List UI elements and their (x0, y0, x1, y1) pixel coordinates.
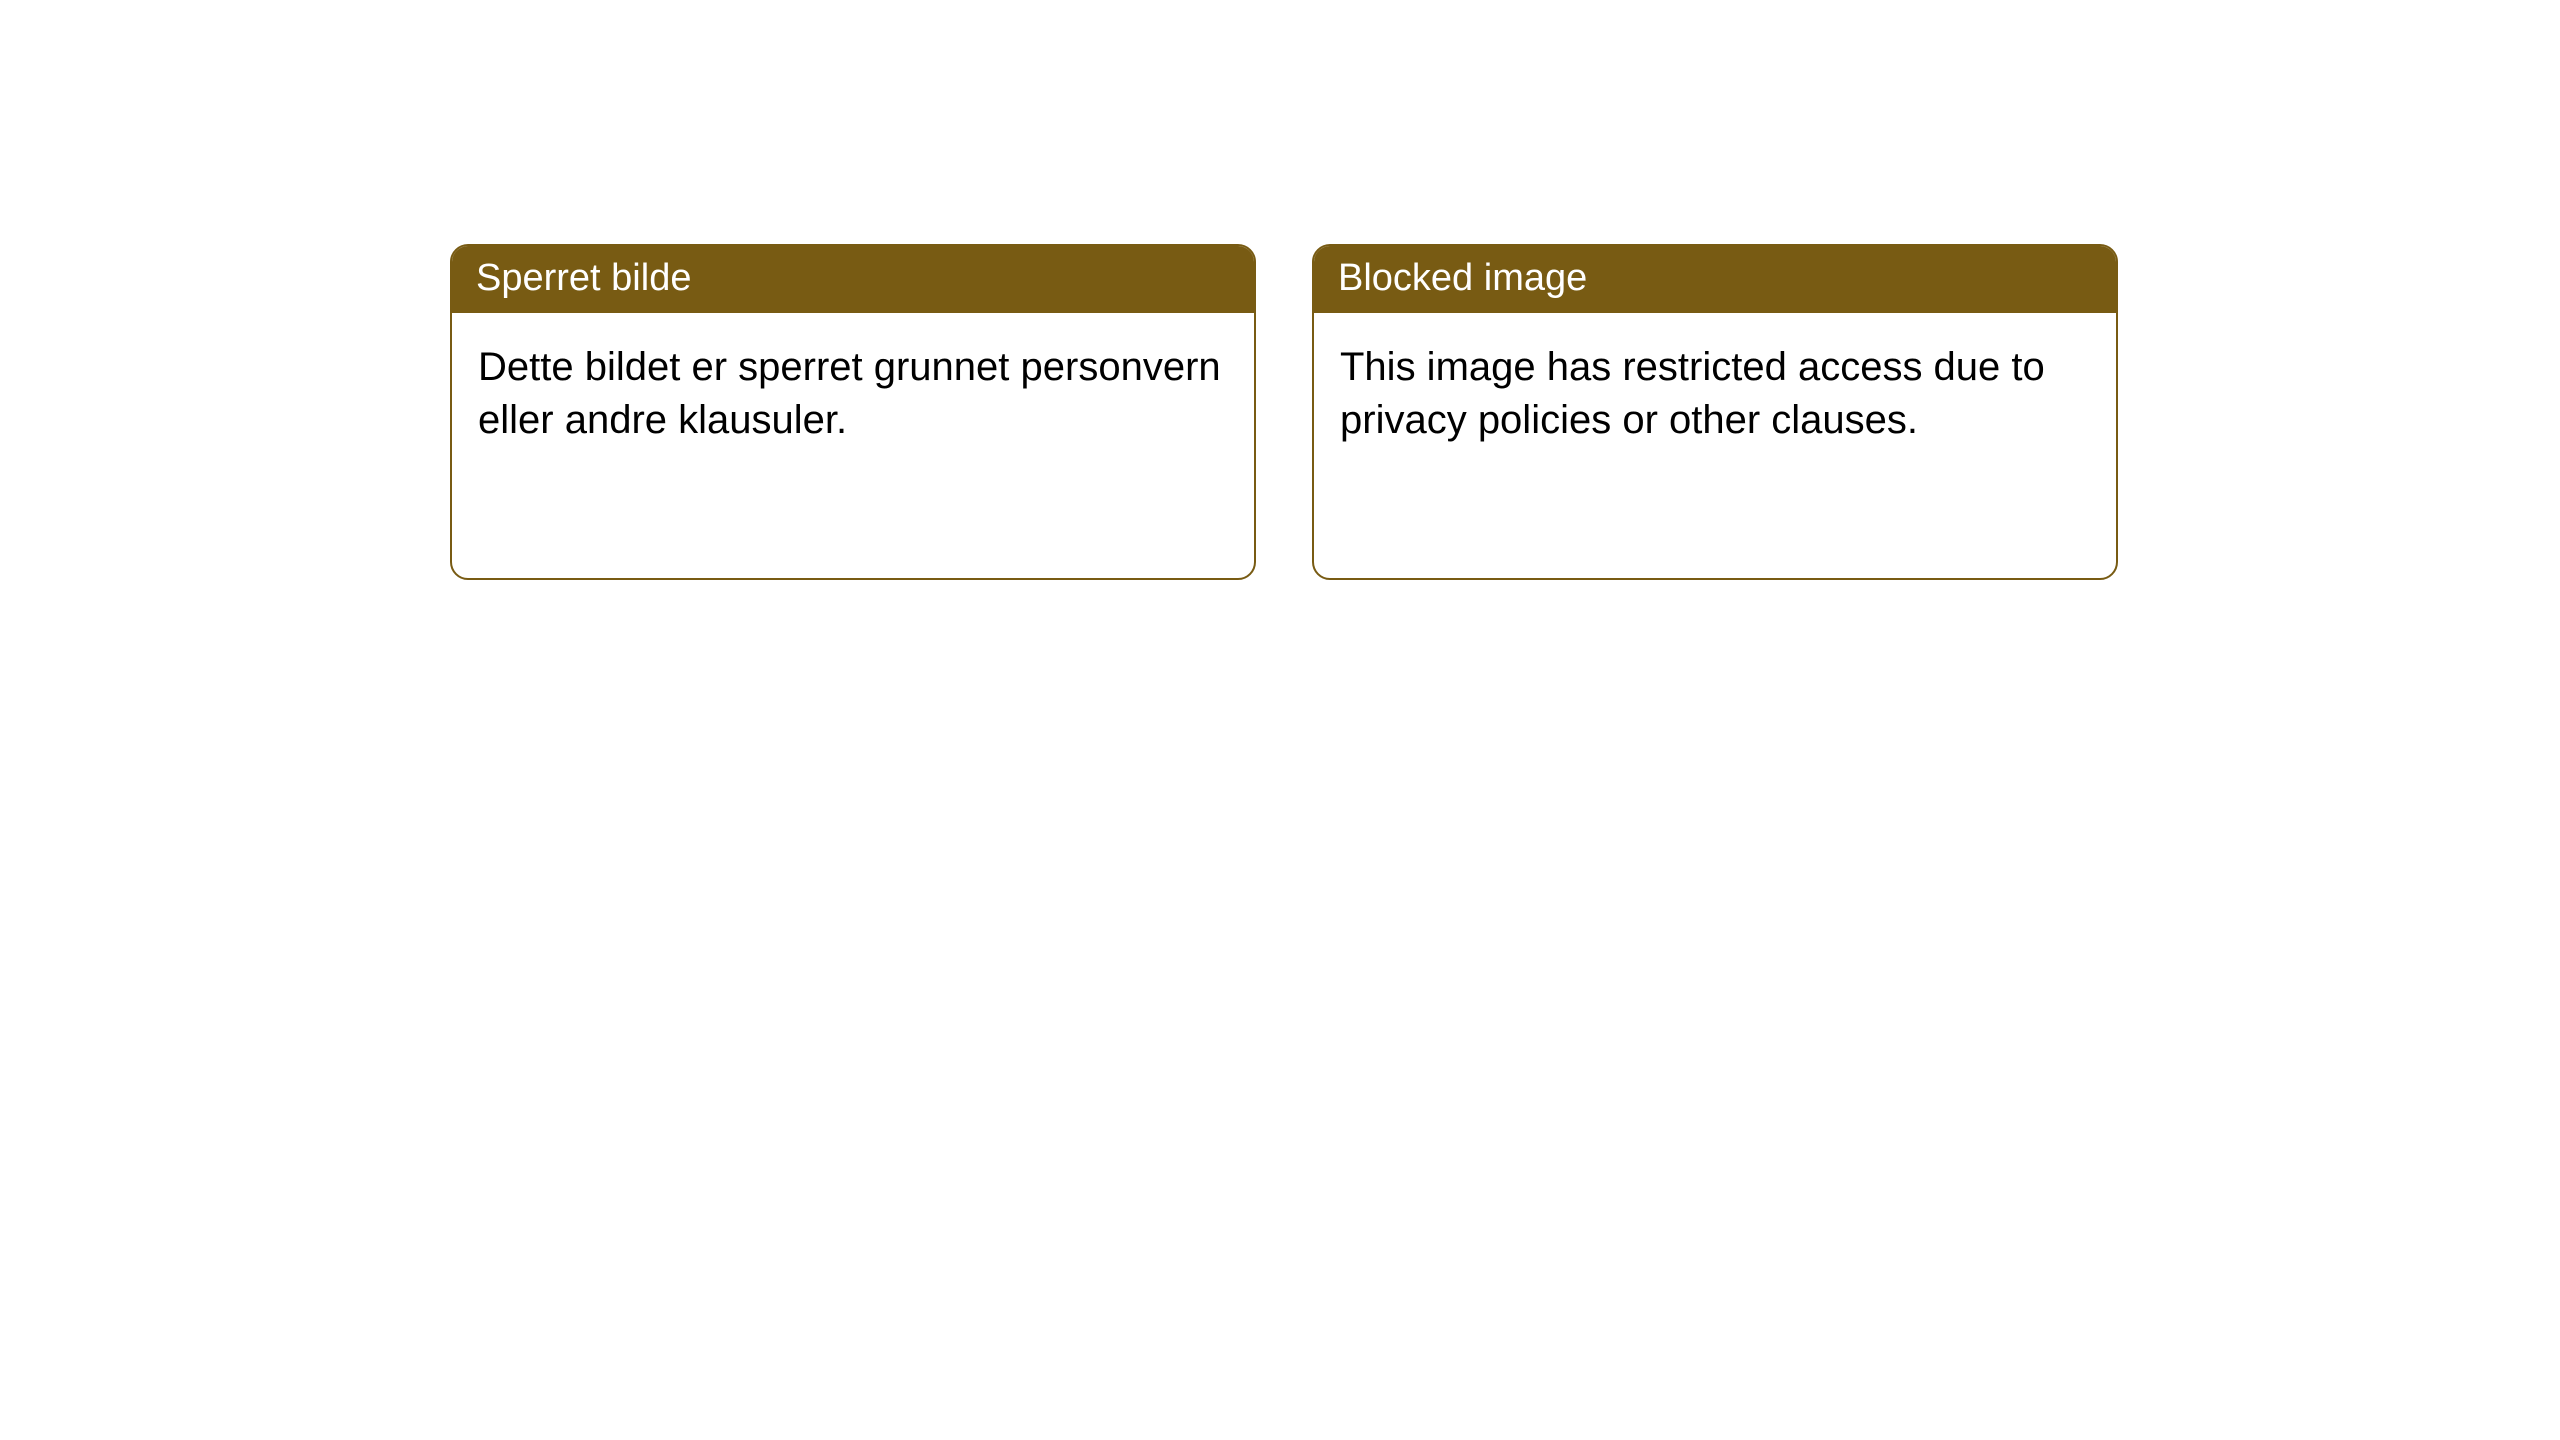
notice-body: This image has restricted access due to … (1314, 313, 2116, 475)
notice-card-english: Blocked image This image has restricted … (1312, 244, 2118, 580)
notice-header: Sperret bilde (452, 246, 1254, 313)
notice-container: Sperret bilde Dette bildet er sperret gr… (0, 0, 2560, 580)
notice-card-norwegian: Sperret bilde Dette bildet er sperret gr… (450, 244, 1256, 580)
notice-body: Dette bildet er sperret grunnet personve… (452, 313, 1254, 475)
notice-header: Blocked image (1314, 246, 2116, 313)
